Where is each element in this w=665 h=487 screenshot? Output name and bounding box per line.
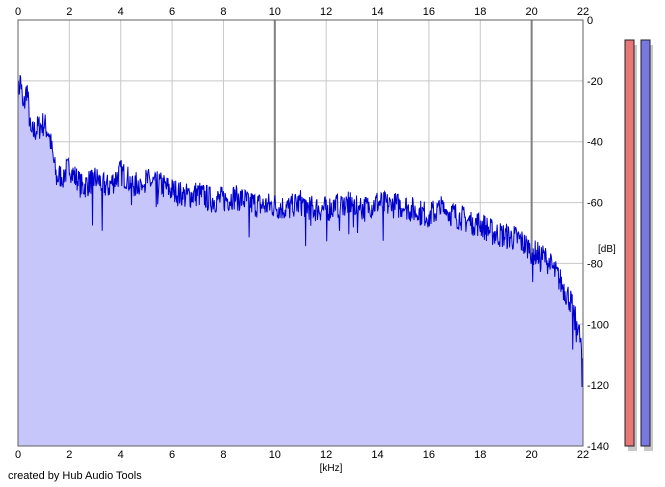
x-tick-label-top: 12 (320, 6, 332, 18)
x-tick-label-bottom: 0 (15, 449, 21, 461)
y-tick-label: -20 (587, 76, 603, 88)
x-tick-label-bottom: 2 (66, 449, 72, 461)
x-tick-label-top: 18 (474, 6, 486, 18)
x-tick-label-top: 4 (118, 6, 124, 18)
x-tick-label-bottom: 16 (423, 449, 435, 461)
x-tick-label-top: 20 (526, 6, 538, 18)
axes: 002244668810101212141416161818202022220-… (15, 6, 609, 461)
x-tick-label-top: 0 (15, 6, 21, 18)
x-tick-label-bottom: 12 (320, 449, 332, 461)
x-tick-label-bottom: 18 (474, 449, 486, 461)
x-tick-label-top: 22 (577, 6, 589, 18)
y-tick-label: -60 (587, 198, 603, 210)
credit-text: created by Hub Audio Tools (8, 470, 142, 482)
x-tick-label-bottom: 10 (269, 449, 281, 461)
meter-right-channel (640, 39, 651, 447)
y-tick-label: -140 (587, 441, 609, 453)
x-axis-label: [kHz] (320, 463, 343, 474)
x-tick-label-top: 2 (66, 6, 72, 18)
spectrum-fill (18, 75, 583, 446)
y-tick-label: -100 (587, 319, 609, 331)
y-tick-label: 0 (587, 15, 593, 27)
x-tick-label-top: 8 (220, 6, 226, 18)
y-tick-label: -120 (587, 380, 609, 392)
spectrum-area (17, 75, 584, 446)
x-tick-label-bottom: 14 (371, 449, 383, 461)
x-tick-label-top: 6 (169, 6, 175, 18)
x-tick-label-bottom: 22 (577, 449, 589, 461)
y-tick-label: -80 (587, 258, 603, 270)
spectrum-line (17, 75, 584, 388)
x-tick-label-bottom: 4 (118, 449, 124, 461)
y-axis-label: [dB] (598, 244, 616, 255)
x-tick-label-top: 16 (423, 6, 435, 18)
x-tick-label-bottom: 6 (169, 449, 175, 461)
x-tick-label-bottom: 8 (220, 449, 226, 461)
plot-frame (17, 19, 584, 447)
x-tick-label-top: 14 (371, 6, 383, 18)
meter-left-channel (624, 39, 635, 447)
x-tick-label-bottom: 20 (526, 449, 538, 461)
y-tick-label: -40 (587, 137, 603, 149)
x-tick-label-top: 10 (269, 6, 281, 18)
level-meters (624, 39, 653, 451)
